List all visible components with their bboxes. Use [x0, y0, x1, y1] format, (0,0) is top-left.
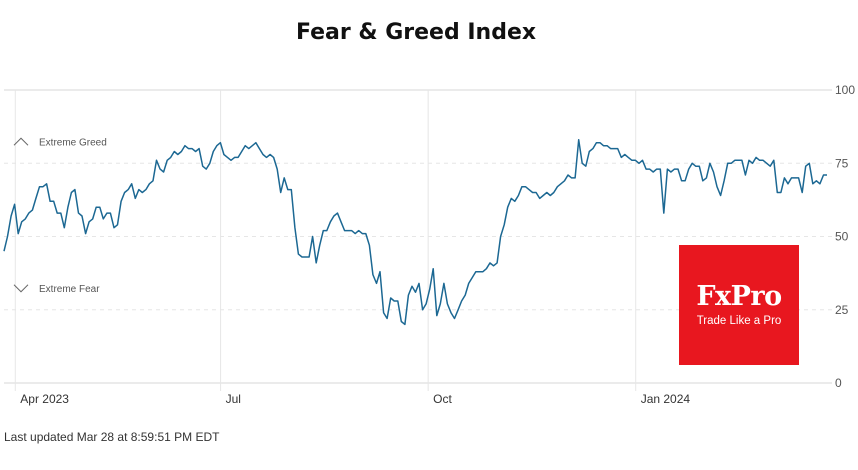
x-tick-label: Oct — [433, 392, 452, 406]
last-updated-text: Last updated Mar 28 at 8:59:51 PM EDT — [4, 430, 220, 444]
y-axis: 0 25 50 75 100 — [835, 83, 855, 390]
fear-greed-series-line — [3, 139, 827, 326]
y-tick-label: 75 — [835, 156, 849, 170]
y-tick-label: 25 — [835, 303, 849, 317]
x-tick-label: Jan 2024 — [641, 392, 691, 406]
x-tick-label: Apr 2023 — [20, 392, 69, 406]
y-tick-label: 0 — [835, 376, 842, 390]
fxpro-logo: FxPro Trade Like a Pro — [679, 245, 799, 365]
y-tick-label: 100 — [835, 83, 855, 97]
series-line-group — [3, 139, 827, 326]
zone-annotations: Extreme Greed Extreme Fear — [13, 137, 107, 295]
fxpro-logo-word: FxPro — [696, 281, 782, 312]
chevron-up-icon — [13, 137, 29, 146]
chart-title: Fear & Greed Index — [295, 20, 537, 45]
fear-greed-chart: Extreme Greed Extreme Fear 0 25 50 75 100 Apr… — [3, 83, 855, 406]
x-tick-label: Jul — [226, 392, 241, 406]
zone-label: Extreme Greed — [39, 137, 107, 148]
fxpro-logo-tagline: Trade Like a Pro — [696, 315, 782, 327]
zone-label: Extreme Fear — [39, 284, 100, 295]
x-axis: Apr 2023 Jul Oct Jan 2024 — [20, 392, 690, 406]
y-tick-label: 50 — [835, 230, 849, 244]
chevron-down-icon — [13, 284, 29, 293]
